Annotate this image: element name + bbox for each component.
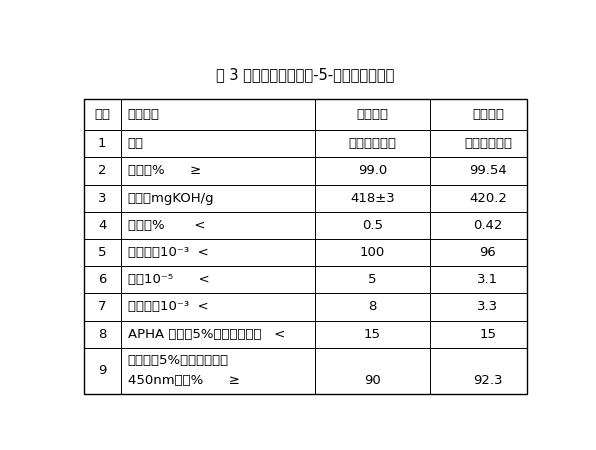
Text: 白色结晶粉末: 白色结晶粉末 [464,137,512,150]
Text: 含量，%      ≥: 含量，% ≥ [128,164,201,177]
Text: 白色结晶粉末: 白色结晶粉末 [349,137,396,150]
Text: 5: 5 [368,273,377,286]
Text: 1: 1 [98,137,107,150]
Text: 99.0: 99.0 [358,164,387,177]
Text: 2: 2 [98,164,107,177]
Text: 指标名称: 指标名称 [128,108,160,121]
Text: 0.5: 0.5 [362,219,383,232]
Bar [83,99,527,394]
Text: 检测结果: 检测结果 [472,108,504,121]
Text: 418±3: 418±3 [350,192,395,205]
Text: 8: 8 [98,328,107,341]
Text: 420.2: 420.2 [469,192,507,205]
Text: 92.3: 92.3 [473,374,502,387]
Text: 9: 9 [98,364,107,377]
Text: 5: 5 [98,246,107,259]
Text: 透过率（5%水溶液，波长: 透过率（5%水溶液，波长 [128,354,229,367]
Text: APHA 色度（5%水溶液），号   <: APHA 色度（5%水溶液），号 < [128,328,285,341]
Text: 3.3: 3.3 [477,301,498,313]
Text: 100: 100 [360,246,385,259]
Text: 7: 7 [98,301,107,313]
Text: 硫酸钠，10⁻³  <: 硫酸钠，10⁻³ < [128,246,209,259]
Text: 铁，10⁻⁵      <: 铁，10⁻⁵ < [128,273,209,286]
Text: 酸值，mgKOH/g: 酸值，mgKOH/g [128,192,214,205]
Text: 15: 15 [479,328,496,341]
Text: 序号: 序号 [94,108,110,121]
Text: 水分，%       <: 水分，% < [128,219,205,232]
Text: 3: 3 [98,192,107,205]
Text: 6: 6 [98,273,107,286]
Text: 8: 8 [368,301,377,313]
Text: 0.42: 0.42 [473,219,502,232]
Text: 3.1: 3.1 [477,273,498,286]
Text: 99.54: 99.54 [469,164,507,177]
Text: 4: 4 [98,219,107,232]
Text: 96: 96 [480,246,496,259]
Text: 90: 90 [364,374,381,387]
Text: 指标要求: 指标要求 [356,108,389,121]
Text: 450nm），%      ≥: 450nm），% ≥ [128,374,240,387]
Text: 15: 15 [364,328,381,341]
Text: 外观: 外观 [128,137,144,150]
Text: 表 3 制各的间苯二甲酸-5-磺酸钠质量指标: 表 3 制各的间苯二甲酸-5-磺酸钠质量指标 [216,68,395,82]
Text: 氯化物，10⁻³  <: 氯化物，10⁻³ < [128,301,209,313]
